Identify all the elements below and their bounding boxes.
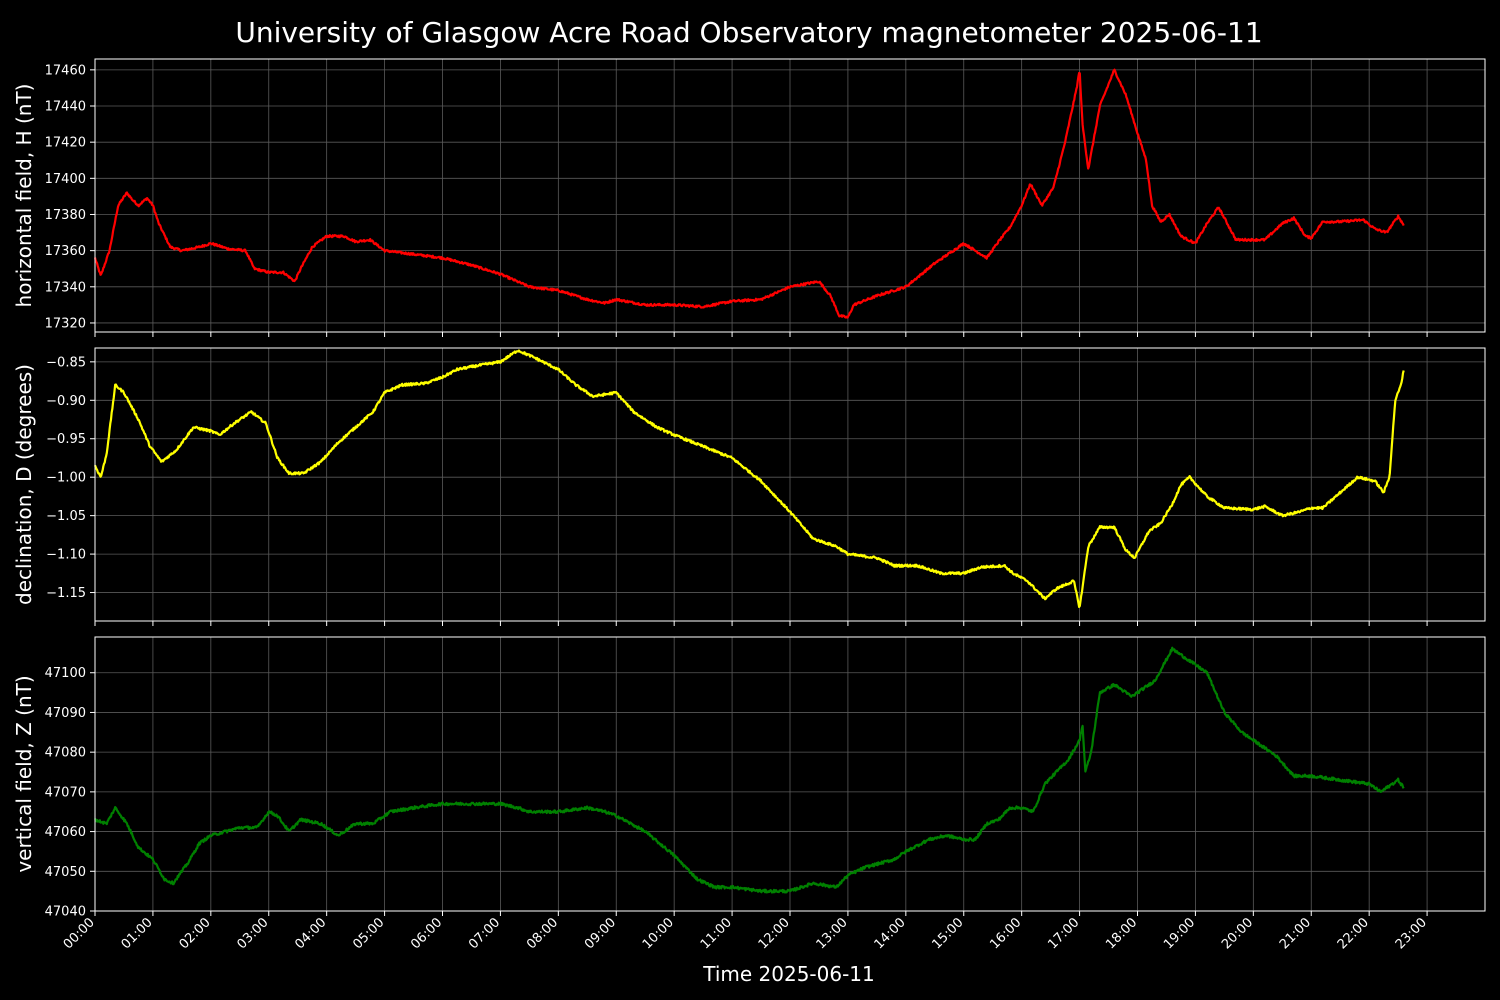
y-tick-label: −1.15 bbox=[46, 586, 86, 601]
y-tick-label: 47070 bbox=[45, 785, 86, 800]
y-tick-label: 17320 bbox=[45, 316, 86, 331]
x-tick-label: 11:00 bbox=[698, 915, 735, 952]
x-tick-label: 10:00 bbox=[640, 915, 677, 952]
panel-frame bbox=[94, 636, 1486, 912]
panel-2: −1.15 −1.10 −1.05 −1.00 −0.95 −0.90 −0.85 decli… bbox=[12, 347, 1486, 626]
chart-title: University of Glasgow Acre Road Observat… bbox=[235, 16, 1262, 49]
y-tick-label: −0.85 bbox=[46, 355, 86, 370]
x-tick-label: 13:00 bbox=[814, 915, 851, 952]
y-tick-label: −1.10 bbox=[46, 548, 86, 563]
x-tick-label: 21:00 bbox=[1277, 915, 1314, 952]
y-tick-label: −1.00 bbox=[46, 471, 86, 486]
panel-frame bbox=[94, 347, 1486, 622]
y-tick-label: −0.90 bbox=[46, 394, 86, 409]
x-tick-label: 23:00 bbox=[1393, 915, 1430, 952]
series-line bbox=[93, 349, 1405, 609]
y-tick-label: 17440 bbox=[45, 100, 86, 115]
series-line bbox=[93, 68, 1405, 319]
x-tick-label: 07:00 bbox=[466, 915, 503, 952]
y-axis-label: declination, D (degrees) bbox=[12, 364, 36, 605]
y-tick-label: −0.95 bbox=[46, 432, 86, 447]
panel-1: 17320 17340 17360 17380 17400 17420 17440 17460… bbox=[12, 58, 1486, 337]
y-tick-label: 47040 bbox=[45, 905, 86, 920]
x-tick-label: 14:00 bbox=[872, 915, 909, 952]
series-line bbox=[93, 646, 1405, 894]
x-tick-label: 05:00 bbox=[350, 915, 387, 952]
x-tick-label: 03:00 bbox=[234, 915, 271, 952]
x-tick-label: 00:00 bbox=[61, 915, 98, 952]
y-tick-label: 17360 bbox=[45, 244, 86, 259]
x-tick-label: 02:00 bbox=[177, 915, 214, 952]
x-tick-label: 01:00 bbox=[119, 915, 156, 952]
panels-layer: 17320 17340 17360 17380 17400 17420 17440 17460… bbox=[12, 58, 1486, 952]
y-tick-label: 47100 bbox=[45, 666, 86, 681]
y-tick-label: 47060 bbox=[45, 825, 86, 840]
x-tick-label: 15:00 bbox=[929, 915, 966, 952]
x-tick-label: 16:00 bbox=[987, 915, 1024, 952]
x-tick-label: 04:00 bbox=[292, 915, 329, 952]
x-tick-label: 20:00 bbox=[1219, 915, 1256, 952]
x-axis-label: Time 2025-06-11 bbox=[702, 962, 875, 986]
y-tick-label: 47090 bbox=[45, 706, 86, 721]
y-axis-label: vertical field, Z (nT) bbox=[12, 675, 36, 872]
x-tick-label: 09:00 bbox=[582, 915, 619, 952]
y-tick-label: −1.05 bbox=[46, 509, 86, 524]
x-tick-label: 12:00 bbox=[756, 915, 793, 952]
y-tick-label: 17340 bbox=[45, 280, 86, 295]
y-tick-label: 17400 bbox=[45, 172, 86, 187]
y-tick-label: 47050 bbox=[45, 865, 86, 880]
x-tick-label: 06:00 bbox=[408, 915, 445, 952]
panel-3: 47040 47050 47060 47070 47080 47090 47100 verti… bbox=[12, 636, 1486, 920]
x-tick-label: 08:00 bbox=[524, 915, 561, 952]
x-tick-label: 17:00 bbox=[1045, 915, 1082, 952]
y-axis-label: horizontal field, H (nT) bbox=[12, 84, 36, 308]
y-tick-label: 47080 bbox=[45, 746, 86, 761]
x-tick-label: 18:00 bbox=[1103, 915, 1140, 952]
y-tick-label: 17380 bbox=[45, 208, 86, 223]
y-tick-label: 17460 bbox=[45, 63, 86, 78]
panel-frame bbox=[94, 58, 1486, 333]
x-tick-label: 19:00 bbox=[1161, 915, 1198, 952]
x-tick-label: 22:00 bbox=[1335, 915, 1372, 952]
y-tick-label: 17420 bbox=[45, 136, 86, 151]
